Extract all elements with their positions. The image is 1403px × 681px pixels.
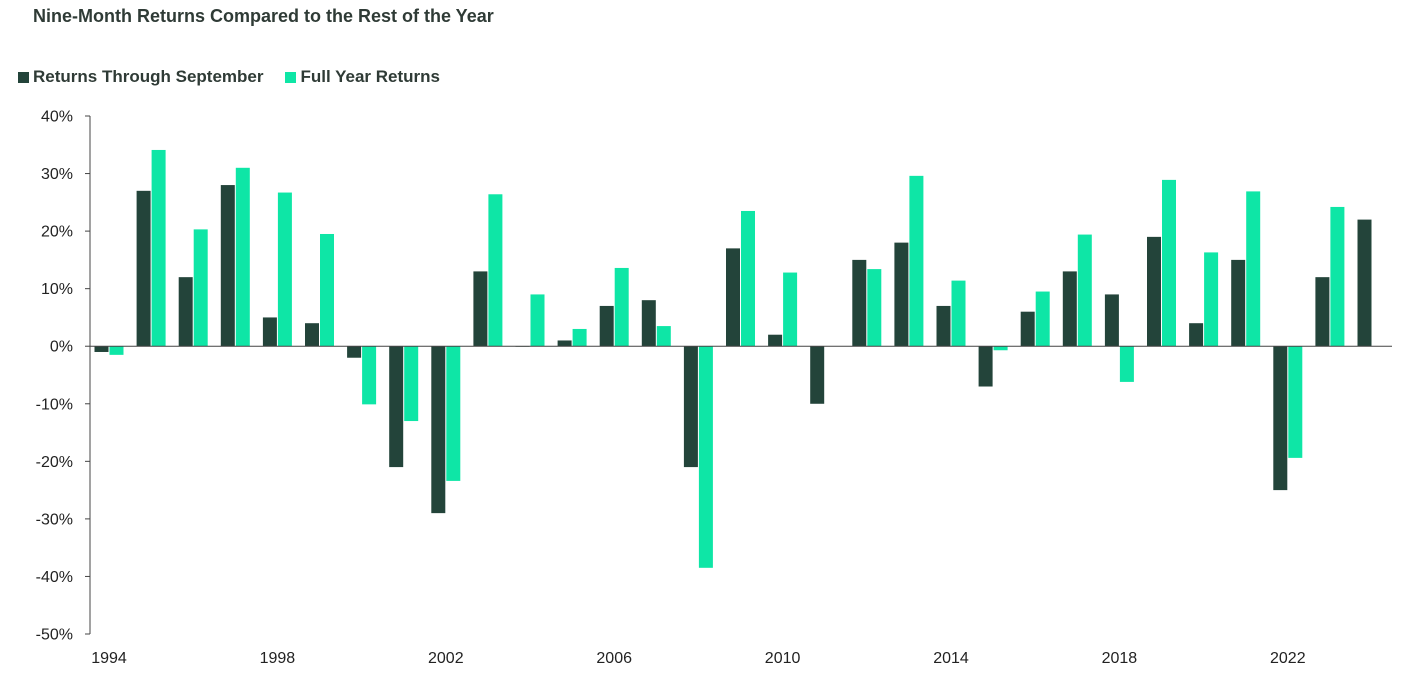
bar-returns-through-september-1997	[220, 185, 235, 347]
bar-full-year-returns-2000	[362, 346, 377, 405]
legend-item-returns-through-september: Returns Through September	[18, 67, 263, 87]
bar-returns-through-september-2003	[473, 271, 488, 347]
bar-full-year-returns-2001	[404, 346, 419, 422]
bar-returns-through-september-2007	[641, 300, 656, 347]
x-tick-label-1994: 1994	[91, 650, 127, 667]
x-tick-label-1998: 1998	[260, 650, 296, 667]
bar-returns-through-september-1996	[178, 277, 193, 347]
legend-label-returns-through-september: Returns Through September	[33, 67, 264, 86]
bar-full-year-returns-1997	[235, 167, 250, 347]
bar-full-year-returns-1999	[320, 233, 334, 347]
bar-full-year-returns-2005	[572, 328, 587, 347]
legend-swatch-returns-through-september	[18, 71, 29, 83]
bar-returns-through-september-1995	[136, 190, 151, 347]
bar-returns-through-september-2009	[726, 248, 740, 347]
bar-returns-through-september-1998	[262, 317, 277, 347]
bar-returns-through-september-2017	[1062, 271, 1077, 347]
bar-full-year-returns-2008	[698, 346, 713, 568]
bar-returns-through-september-2013	[894, 242, 909, 347]
bar-full-year-returns-2023	[1330, 206, 1345, 347]
bar-full-year-returns-2012	[867, 269, 882, 347]
chart-title: Nine-Month Returns Compared to the Rest …	[33, 6, 494, 26]
bar-full-year-returns-2010	[783, 272, 798, 347]
y-tick-label: -30%	[36, 511, 73, 528]
y-tick-label: 30%	[41, 166, 73, 183]
bar-returns-through-september-2020	[1189, 323, 1204, 347]
y-tick-label: -20%	[36, 454, 73, 471]
x-tick-label-2014: 2014	[933, 650, 969, 667]
bar-full-year-returns-1994	[109, 346, 124, 355]
bar-full-year-returns-2013	[909, 175, 924, 347]
y-tick-label: 0%	[50, 339, 73, 356]
bar-returns-through-september-1999	[305, 323, 319, 347]
x-tick-label-2022: 2022	[1270, 650, 1306, 667]
bar-returns-through-september-2021	[1231, 259, 1246, 347]
legend: Returns Through September Full Year Retu…	[18, 67, 462, 87]
x-axis-labels: 1994 1998 2002 2006 2010 2014 2018 2022	[91, 650, 1305, 667]
legend-item-full-year-returns: Full Year Returns	[285, 67, 440, 87]
y-tick-label: -10%	[36, 396, 73, 413]
bar-returns-through-september-2014	[936, 305, 951, 347]
x-tick-label-2006: 2006	[596, 650, 632, 667]
bar-returns-through-september-2005	[557, 340, 572, 347]
legend-label-full-year-returns: Full Year Returns	[300, 67, 440, 86]
bar-full-year-returns-2016	[1035, 291, 1050, 347]
y-tick-label: 20%	[41, 224, 73, 241]
bar-full-year-returns-2003	[488, 194, 503, 347]
bar-returns-through-september-2000	[347, 346, 362, 358]
bar-full-year-returns-2019	[1162, 179, 1176, 347]
bar-returns-through-september-2006	[599, 305, 614, 347]
bar-full-year-returns-2007	[656, 326, 671, 347]
bar-full-year-returns-1995	[151, 149, 166, 347]
bar-returns-through-september-1994	[94, 346, 109, 352]
bar-full-year-returns-2018	[1119, 346, 1134, 382]
legend-swatch-full-year-returns	[285, 71, 297, 83]
y-tick-label: 40%	[41, 109, 73, 126]
bar-full-year-returns-2004	[530, 294, 545, 347]
bar-full-year-returns-2014	[951, 280, 966, 347]
y-tick-label: 10%	[41, 281, 73, 298]
bar-full-year-returns-2017	[1077, 234, 1092, 347]
bar-full-year-returns-2002	[446, 346, 461, 481]
bar-returns-through-september-2012	[852, 259, 867, 347]
bar-full-year-returns-2020	[1204, 252, 1219, 347]
bar-returns-through-september-2019	[1147, 236, 1161, 347]
bar-full-year-returns-2022	[1288, 346, 1303, 458]
bar-returns-through-september-2024	[1357, 219, 1372, 347]
axes-group	[85, 115, 1392, 635]
bar-full-year-returns-2006	[614, 267, 629, 347]
bar-full-year-returns-2015	[993, 346, 1008, 351]
bar-returns-through-september-2011	[810, 346, 825, 404]
bar-returns-through-september-2010	[768, 334, 783, 347]
bar-returns-through-september-2002	[431, 346, 446, 514]
bar-full-year-returns-2021	[1246, 191, 1261, 347]
bar-returns-through-september-2001	[389, 346, 404, 468]
bars-group	[94, 149, 1372, 568]
y-tick-label: -50%	[36, 627, 73, 644]
bar-returns-through-september-2016	[1020, 311, 1035, 347]
x-tick-label-2010: 2010	[765, 650, 801, 667]
y-tick-label: -40%	[36, 569, 73, 586]
x-tick-label-2018: 2018	[1102, 650, 1138, 667]
y-axis-labels: 40% 30% 20% 10% 0% -10% -20% -30% -40% -50%	[36, 109, 73, 644]
bar-full-year-returns-1996	[193, 229, 208, 347]
bar-returns-through-september-2015	[978, 346, 993, 387]
bar-returns-through-september-2018	[1104, 294, 1119, 347]
bar-returns-through-september-2022	[1273, 346, 1288, 491]
bar-full-year-returns-1998	[277, 192, 292, 347]
bar-returns-through-september-2023	[1315, 277, 1330, 347]
bar-full-year-returns-2009	[741, 210, 755, 347]
x-tick-label-2002: 2002	[428, 650, 464, 667]
bar-returns-through-september-2008	[683, 346, 698, 468]
